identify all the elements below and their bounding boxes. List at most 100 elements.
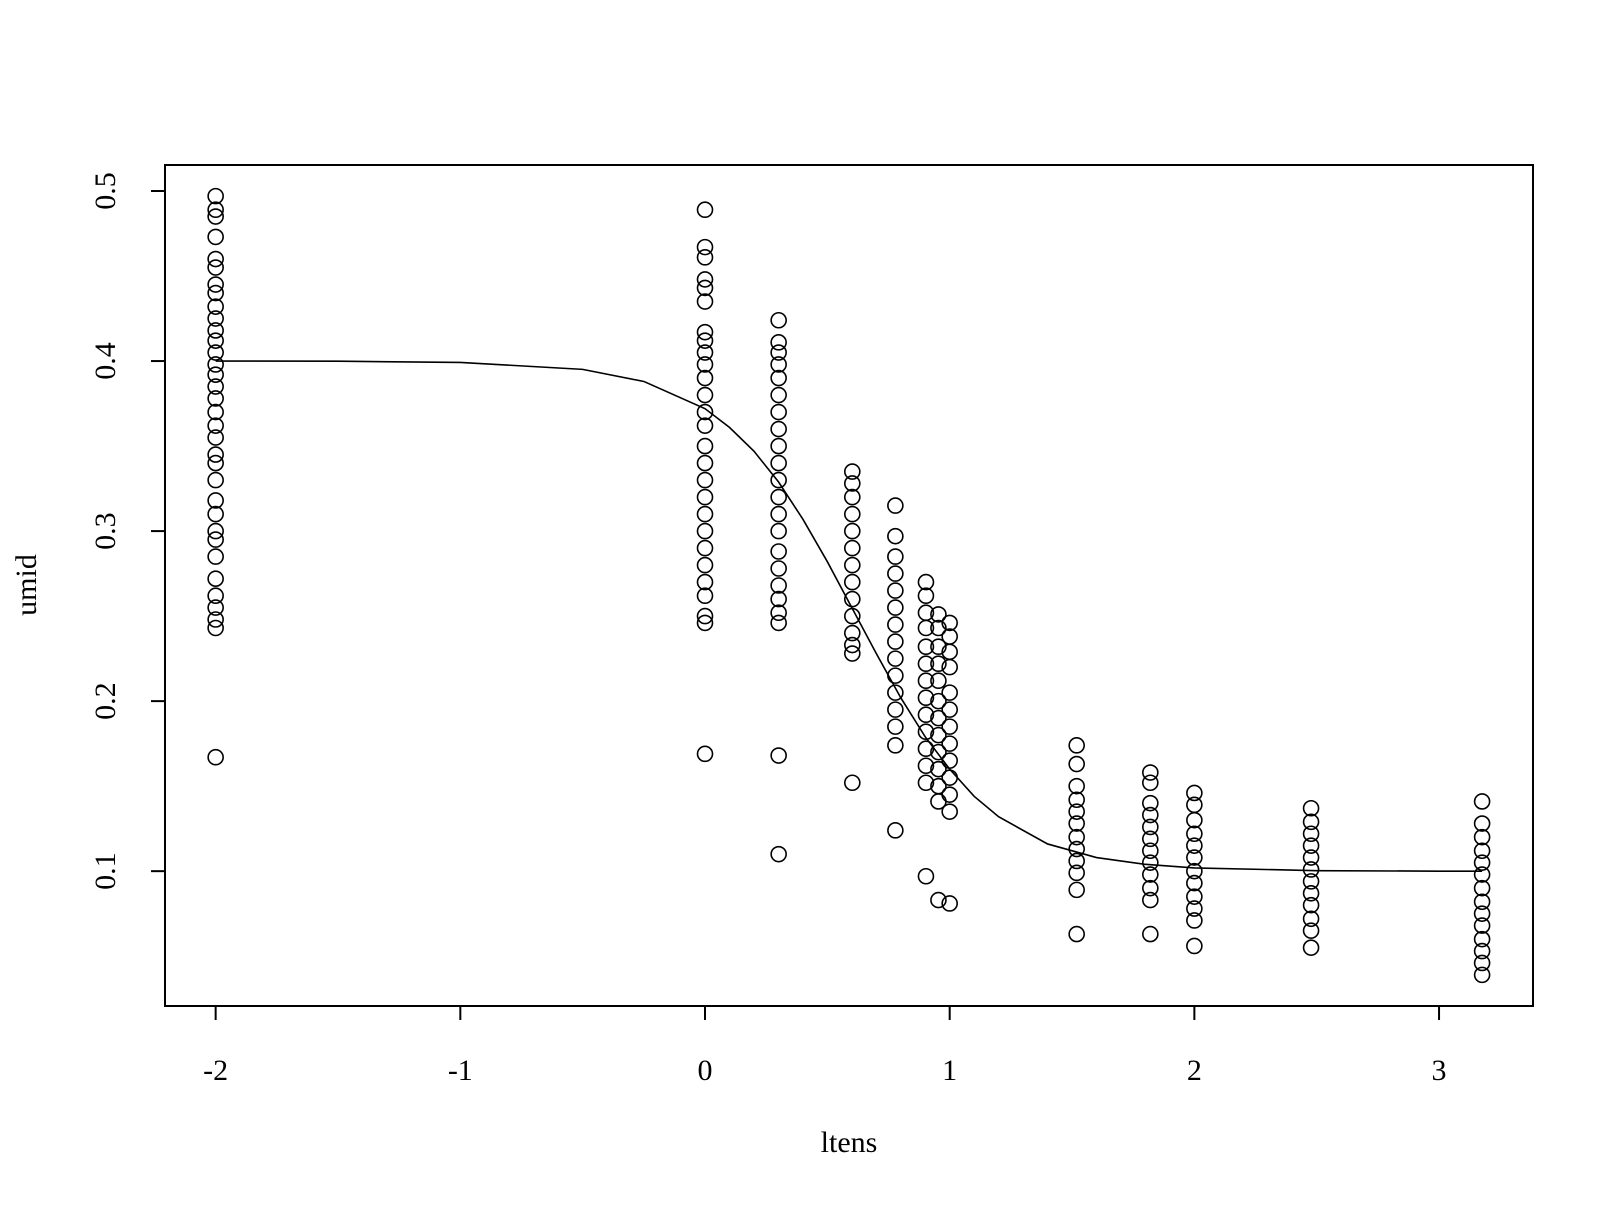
data-point [1142,879,1159,897]
data-point [844,475,861,492]
x-tick-label: -1 [448,1054,473,1087]
data-point [844,607,861,625]
y-tick-label: 0.4 [89,342,122,380]
data-point [207,570,224,587]
data-point [1186,862,1203,880]
data-point [207,531,224,548]
data-point [207,228,224,246]
data-point [917,723,935,741]
plot-frame [164,164,1534,1007]
data-point [887,737,904,754]
data-point [887,667,904,684]
data-point [917,587,935,605]
data-point [770,604,787,622]
data-point [917,619,935,637]
x-tick-label: 3 [1432,1054,1447,1087]
data-point [887,650,904,667]
data-point [844,505,861,523]
data-point [207,366,224,383]
data-point [1142,764,1159,781]
data-point [696,332,714,349]
data-point [1302,825,1320,843]
data-point [696,344,714,361]
data-point [1142,794,1159,812]
data-point [207,599,224,616]
data-point [1473,930,1491,948]
data-point [696,471,714,489]
data-point [844,590,861,608]
data-point [1186,888,1203,905]
data-point [930,638,947,656]
data-point [941,658,958,676]
data-point [1068,755,1085,773]
data-point [887,822,904,839]
data-point [770,614,787,632]
x-tick-label: 2 [1187,1054,1202,1087]
data-point [917,740,935,758]
data-point [770,543,787,560]
data-point [1473,966,1491,984]
data-point [917,774,935,792]
data-point [1186,937,1203,955]
data-point [941,895,958,912]
data-point [941,769,958,786]
data-point [770,369,787,387]
data-point [887,633,904,650]
data-point [207,403,224,421]
data-point [770,577,787,594]
data-point [941,803,958,820]
data-point [207,259,224,276]
data-point [1302,849,1320,866]
data-point [1142,854,1159,871]
data-point [930,891,947,909]
data-point [207,446,224,463]
data-point [930,743,947,761]
data-point [941,735,958,752]
data-point [1186,796,1203,814]
data-point [917,638,935,656]
data-point [887,548,904,565]
data-point [887,565,904,582]
data-point [887,497,904,514]
data-point [207,429,224,446]
data-point [696,539,714,557]
data-point [1068,852,1085,870]
data-point [1186,900,1203,917]
data-point [696,249,714,266]
data-point [1186,849,1203,866]
data-point [1068,777,1085,795]
data-point [1186,837,1203,854]
data-point [770,311,787,329]
data-point [941,684,958,701]
data-point [207,276,224,293]
y-axis-label: umid [10,554,43,616]
data-point [696,293,714,310]
data-point [696,745,714,763]
data-point [1473,828,1491,846]
data-point [1068,791,1085,809]
data-point [844,556,861,574]
data-point [844,774,861,792]
data-point [1302,922,1320,939]
data-point [844,636,861,654]
data-point [1473,917,1491,934]
data-point [917,573,935,591]
data-point [1142,806,1159,824]
data-point [930,606,947,623]
data-point [1473,815,1491,832]
data-point [770,845,787,863]
data-point [887,718,904,735]
y-tick-label: 0.5 [89,172,122,210]
data-point [696,488,714,506]
data-point [696,386,714,404]
data-point [207,250,224,268]
data-point [696,505,714,523]
data-point [696,417,714,434]
data-point [207,344,224,361]
data-point [941,786,958,803]
data-point [696,369,714,387]
data-point [917,706,935,724]
data-point [1302,837,1320,854]
data-point [1186,784,1203,802]
data-point [844,645,861,662]
